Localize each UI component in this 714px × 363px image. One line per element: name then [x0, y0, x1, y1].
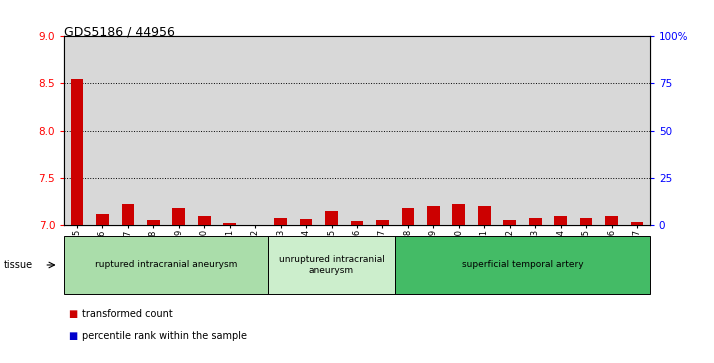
Point: [148, 184, 159, 190]
Point: [301, 181, 312, 187]
Point: [453, 175, 465, 181]
Bar: [71, 79, 84, 225]
Point: [198, 186, 210, 192]
Point: [122, 184, 134, 190]
Bar: [453, 204, 466, 225]
Point: [275, 183, 286, 188]
Point: [580, 181, 592, 187]
Bar: [274, 217, 287, 225]
Point: [631, 190, 643, 196]
Bar: [223, 223, 236, 225]
Bar: [325, 211, 338, 225]
Point: [173, 186, 184, 192]
Text: GDS5186 / 44956: GDS5186 / 44956: [64, 25, 175, 38]
Bar: [376, 220, 389, 225]
Bar: [427, 206, 440, 225]
Point: [428, 177, 439, 183]
Point: [504, 186, 516, 192]
Bar: [580, 217, 593, 225]
Point: [478, 175, 490, 181]
Text: percentile rank within the sample: percentile rank within the sample: [82, 331, 247, 341]
Text: tissue: tissue: [4, 260, 33, 270]
Text: ■: ■: [68, 331, 77, 341]
Point: [351, 186, 363, 192]
Text: unruptured intracranial
aneurysm: unruptured intracranial aneurysm: [278, 255, 384, 275]
Bar: [96, 214, 109, 225]
Point: [224, 188, 236, 194]
Bar: [173, 208, 185, 225]
Text: superficial temporal artery: superficial temporal artery: [462, 261, 583, 269]
Bar: [478, 206, 491, 225]
Bar: [300, 219, 313, 225]
Point: [402, 184, 413, 190]
Bar: [630, 222, 643, 225]
Bar: [121, 204, 134, 225]
Text: transformed count: transformed count: [82, 309, 173, 319]
Bar: [147, 220, 160, 225]
Bar: [198, 216, 211, 225]
Point: [555, 181, 566, 187]
Point: [530, 184, 541, 190]
Bar: [503, 220, 516, 225]
Point: [326, 184, 337, 190]
Text: ■: ■: [68, 309, 77, 319]
Point: [606, 186, 618, 192]
Text: ruptured intracranial aneurysm: ruptured intracranial aneurysm: [95, 261, 237, 269]
Point: [71, 68, 83, 73]
Bar: [605, 216, 618, 225]
Bar: [401, 208, 414, 225]
Bar: [351, 221, 363, 225]
Bar: [529, 217, 541, 225]
Point: [96, 177, 108, 183]
Point: [377, 184, 388, 190]
Point: [249, 184, 261, 190]
Bar: [554, 216, 567, 225]
